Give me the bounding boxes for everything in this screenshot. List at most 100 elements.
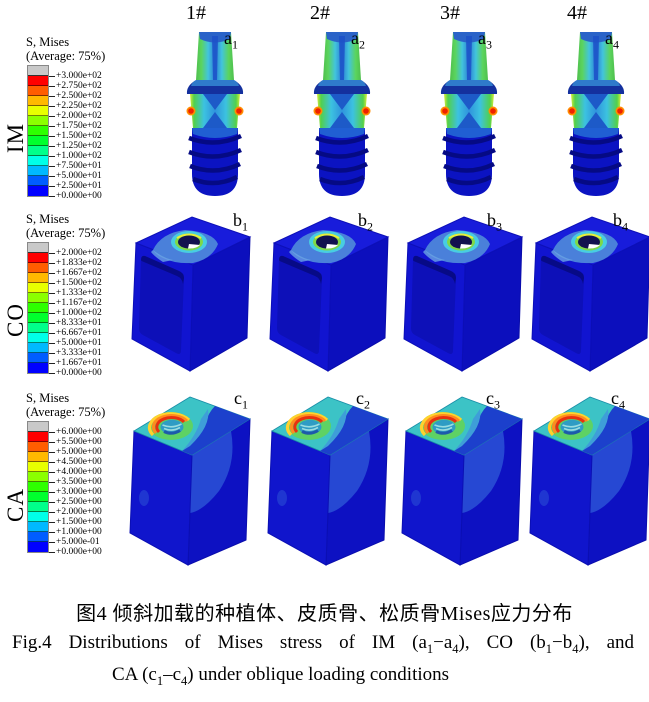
legend-tick-label: +1.500e+02 (49, 131, 102, 141)
subscript-text: 4 (452, 641, 459, 656)
colorbar-band (28, 263, 48, 273)
legend-tick-label: +8.333e+01 (49, 318, 102, 328)
caption-english-line2: CA (c1–c4) under oblique loading conditi… (112, 664, 449, 689)
legend-tick-label: +5.500e+00 (49, 437, 102, 447)
stress-colorbar (27, 421, 49, 553)
stress-colorbar (27, 242, 49, 374)
cortical-bone-model (399, 210, 527, 378)
text-segment: ), and (578, 632, 634, 653)
legend-tick-label: +0.000e+00 (49, 547, 102, 557)
colorbar-band (28, 166, 48, 176)
model-label-c3: c3 (486, 388, 500, 412)
model-label-b2: b2 (358, 210, 373, 234)
legend-tick-label: +7.500e+01 (49, 161, 102, 171)
subscript-text: 1 (545, 641, 553, 656)
caption-chinese: 图4 倾斜加载的种植体、皮质骨、松质骨Mises应力分布 (76, 603, 573, 625)
subscript-text: 1 (426, 641, 434, 656)
column-header-4: 4# (567, 2, 587, 24)
model-label-a3: a3 (478, 28, 492, 52)
legend-tick-label: +2.000e+00 (49, 507, 102, 517)
model-label-b1: b1 (233, 210, 248, 234)
legend-tick-label: +2.500e+01 (49, 181, 102, 191)
text-segment: CA (c (112, 664, 157, 685)
text-segment: ), CO (b (458, 632, 546, 653)
legend-tick-label: +1.000e+02 (49, 151, 102, 161)
colorbar-band (28, 432, 48, 442)
legend-tick-label: +4.500e+00 (49, 457, 102, 467)
colorbar-band (28, 273, 48, 283)
stress-colorbar (27, 65, 49, 197)
legend-title: S, Mises (26, 391, 70, 405)
model-label-a4: a4 (605, 28, 619, 52)
colorbar-band (28, 176, 48, 186)
caption-english-line1: Fig.4 Distributions of Mises stress of I… (12, 632, 634, 657)
colorbar-band (28, 472, 48, 482)
legend-subtitle: (Average: 75%) (26, 48, 106, 63)
legend-tick-label: +2.000e+02 (49, 111, 102, 121)
colorbar-band (28, 96, 48, 106)
legend-tick-label: +5.000e+01 (49, 171, 102, 181)
text-segment: –c (163, 664, 182, 685)
legend-tick-label: +6.667e+01 (49, 328, 102, 338)
model-label-b4: b4 (613, 210, 628, 234)
implant-model (551, 28, 641, 200)
legend-tick-label: +1.500e+02 (49, 278, 102, 288)
legend-tick-label: +2.500e+02 (49, 91, 102, 101)
legend-tick-label: +3.333e+01 (49, 348, 102, 358)
colorbar-band (28, 542, 48, 552)
cancellous-bone-model (399, 388, 527, 568)
legend-subtitle: (Average: 75%) (26, 225, 106, 240)
legend-tick-label: +6.000e+00 (49, 427, 102, 437)
colorbar-band (28, 186, 48, 196)
colorbar-band (28, 442, 48, 452)
model-label-c1: c1 (234, 388, 248, 412)
legend-tick-label: +1.000e+00 (49, 527, 102, 537)
colorbar-overflow-cap (28, 66, 48, 76)
colorbar-overflow-cap (28, 422, 48, 432)
legend-title: S, Mises (26, 212, 70, 226)
legend-co: S, Mises (Average: 75%) +2.000e+02 +1.833… (26, 212, 128, 381)
model-label-a2: a2 (351, 28, 365, 52)
colorbar-band (28, 333, 48, 343)
legend-tick-label: +3.500e+00 (49, 477, 102, 487)
colorbar-band (28, 452, 48, 462)
text-segment: −a (433, 632, 453, 653)
colorbar-band (28, 126, 48, 136)
legend-tick-label: +1.333e+02 (49, 288, 102, 298)
legend-tick-label: +5.000e+01 (49, 338, 102, 348)
colorbar-overflow-cap (28, 243, 48, 253)
legend-tick-label: +1.833e+02 (49, 258, 102, 268)
colorbar-band (28, 512, 48, 522)
colorbar-band (28, 492, 48, 502)
model-label-c4: c4 (611, 388, 625, 412)
legend-title: S, Mises (26, 35, 70, 49)
cancellous-bone-model (127, 388, 255, 568)
legend-tick-label: +3.000e+00 (49, 487, 102, 497)
legend-tick-label: +0.000e+00 (49, 368, 102, 378)
legend-tick-label: +4.000e+00 (49, 467, 102, 477)
cancellous-bone-model (527, 388, 649, 568)
legend-tick-label: +1.667e+01 (49, 358, 102, 368)
colorbar-band (28, 303, 48, 313)
legend-tick-label: +1.000e+02 (49, 308, 102, 318)
text-segment: ) under oblique loading conditions (187, 664, 450, 685)
colorbar-band (28, 502, 48, 512)
model-label-a1: a1 (224, 28, 238, 52)
column-header-3: 3# (440, 2, 460, 24)
legend-tick-label: +2.000e+02 (49, 248, 102, 258)
subscript-text: 4 (572, 641, 579, 656)
legend-tick-label: +1.250e+02 (49, 141, 102, 151)
legend-ca: S, Mises (Average: 75%) +6.000e+00 +5.500… (26, 391, 128, 560)
colorbar-band (28, 343, 48, 353)
text-segment: −b (552, 632, 573, 653)
legend-tick-label: +1.500e+00 (49, 517, 102, 527)
colorbar-band (28, 532, 48, 542)
subscript-text: 1 (156, 673, 164, 688)
colorbar-band (28, 76, 48, 86)
cortical-bone-model (265, 210, 393, 378)
legend-tick-label: +1.667e+02 (49, 268, 102, 278)
text-segment: Fig.4 Distributions of Mises stress of I… (12, 632, 427, 653)
colorbar-band (28, 116, 48, 126)
legend-tick-labels: +6.000e+00 +5.500e+00 +5.000e+00 +4.500e+00… (49, 427, 102, 557)
legend-body: +2.000e+02 +1.833e+02 +1.667e+02 +1.500e+02… (26, 242, 128, 381)
